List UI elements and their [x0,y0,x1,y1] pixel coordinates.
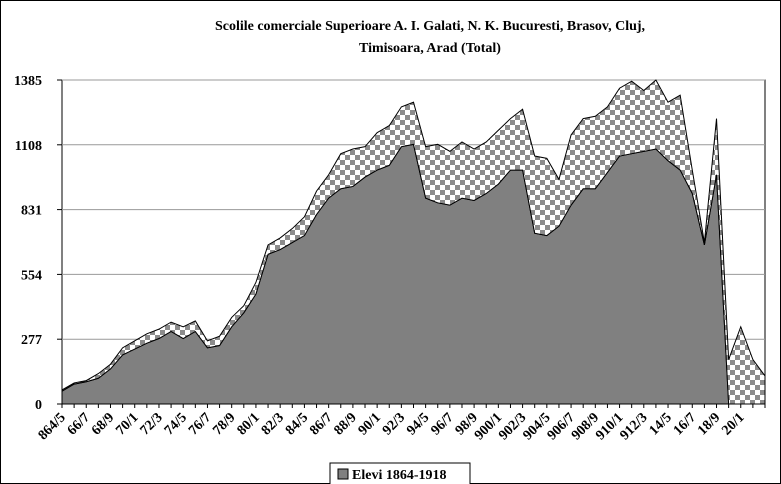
legend-label: Elevi 1864-1918 [352,468,447,483]
x-tick-label: 66/7 [65,410,93,438]
y-tick-label: 1108 [15,139,42,154]
x-tick-label: 900/1 [472,410,505,443]
y-tick-label: 554 [21,268,42,283]
x-tick-label: 908/9 [569,410,602,443]
x-tick-label: 864/5 [36,410,69,443]
x-tick-label: 912/3 [617,410,650,443]
x-tick-label: 88/9 [332,410,360,438]
legend-swatch [337,468,349,480]
y-tick-label: 831 [21,204,42,219]
x-tick-label: 76/7 [186,410,214,438]
x-tick-label: 94/5 [404,410,432,438]
x-tick-label: 74/5 [162,410,190,438]
x-tick-label: 20/1 [719,410,747,438]
x-tick-label: 78/9 [210,410,238,438]
x-tick-label: 910/1 [593,410,626,443]
x-tick-label: 80/1 [235,410,263,438]
x-tick-label: 84/5 [283,410,311,438]
y-tick-label: 0 [35,398,42,413]
x-tick-label: 902/3 [496,410,529,443]
x-tick-label: 904/5 [520,410,553,443]
x-tick-label: 906/7 [545,410,578,443]
x-tick-label: 14/5 [647,410,675,438]
x-tick-label: 96/7 [428,410,456,438]
chart-title: Scolile comerciale Superioare A. I. Gala… [215,19,645,34]
legend-box [329,462,471,484]
x-tick-label: 82/3 [259,410,287,438]
y-tick-label: 1385 [14,74,42,89]
x-tick-label: 16/7 [671,410,699,438]
x-tick-label: 70/1 [113,410,141,438]
y-tick-label: 277 [21,333,42,348]
chart-subtitle: Timisoara, Arad (Total) [359,41,501,56]
x-tick-label: 68/9 [89,410,117,438]
x-tick-label: 92/3 [380,410,408,438]
x-tick-label: 72/3 [138,410,166,438]
x-tick-label: 90/1 [356,410,384,438]
x-tick-label: 86/7 [307,410,335,438]
x-tick-label: 18/9 [695,410,723,438]
